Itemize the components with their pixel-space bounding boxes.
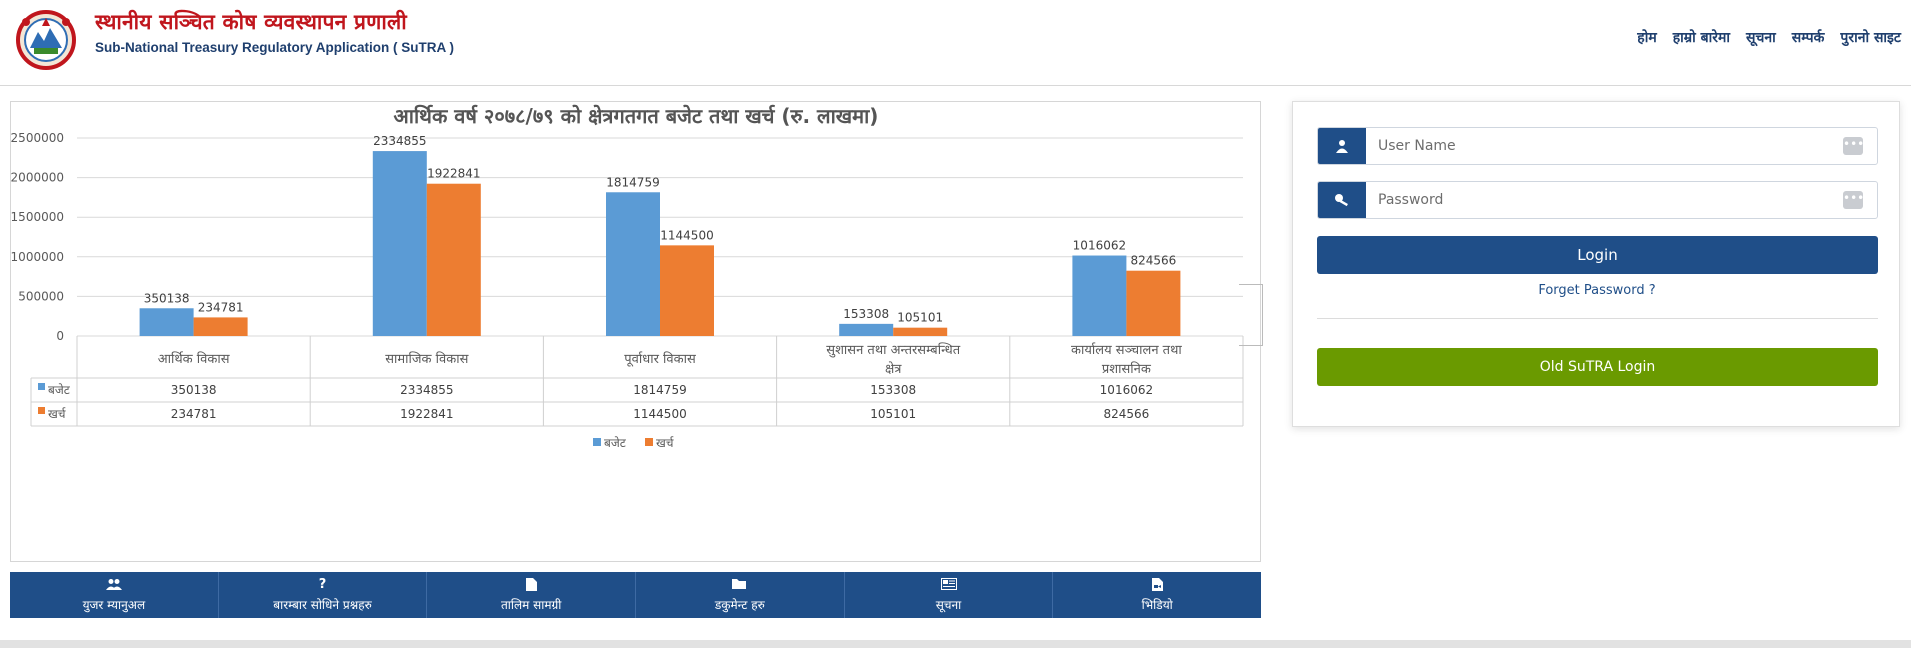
username-input[interactable] bbox=[1366, 128, 1843, 164]
password-input[interactable] bbox=[1366, 182, 1843, 218]
data-label: 153308 bbox=[843, 307, 889, 321]
main-nav: होम हाम्रो बारेमा सूचना सम्पर्क पुरानो स… bbox=[1637, 28, 1901, 47]
folder-icon bbox=[732, 578, 747, 594]
nav-home[interactable]: होम bbox=[1637, 30, 1657, 46]
forget-password-link[interactable]: Forget Password ? bbox=[1538, 283, 1656, 298]
nav-old-site[interactable]: पुरानो साइट bbox=[1840, 30, 1901, 46]
table-cell: 1814759 bbox=[633, 383, 686, 397]
autofill-icon[interactable]: ••• bbox=[1843, 137, 1864, 155]
bar-budget bbox=[372, 151, 427, 336]
quick-link-label: भिडियो bbox=[1141, 597, 1173, 612]
footer-strip bbox=[0, 640, 1911, 648]
quick-link-documents[interactable]: डकुमेन्ट हरु bbox=[636, 572, 845, 618]
category-label: आर्थिक विकास bbox=[158, 351, 230, 367]
bar-expense bbox=[660, 245, 714, 336]
category-label: प्रशासनिक bbox=[1102, 361, 1152, 377]
quick-link-label: डकुमेन्ट हरु bbox=[714, 597, 765, 612]
data-label: 1016062 bbox=[1073, 239, 1126, 253]
question-icon: ? bbox=[318, 576, 327, 592]
data-label: 105101 bbox=[897, 311, 943, 325]
quick-link-training[interactable]: तालिम सामग्री bbox=[427, 572, 637, 618]
y-tick-label: 500000 bbox=[18, 289, 64, 303]
bar-budget bbox=[1072, 255, 1127, 336]
nav-contact[interactable]: सम्पर्क bbox=[1791, 30, 1825, 46]
bar-budget bbox=[139, 308, 194, 336]
legend-key bbox=[645, 438, 653, 446]
budget-chart-panel: आर्थिक वर्ष २०७८/७९ को क्षेत्रगतगत बजेट … bbox=[10, 101, 1261, 562]
legend-label: खर्च bbox=[656, 436, 674, 450]
data-label: 234781 bbox=[198, 300, 244, 314]
y-tick-label: 1500000 bbox=[11, 210, 64, 224]
data-label: 1144500 bbox=[660, 228, 713, 242]
table-legend-key bbox=[38, 407, 45, 414]
quick-link-label: तालिम सामग्री bbox=[500, 597, 562, 612]
divider bbox=[1317, 318, 1878, 319]
chart-title: आर्थिक वर्ष २०७८/७९ को क्षेत्रगतगत बजेट … bbox=[394, 104, 879, 128]
data-label: 350138 bbox=[144, 291, 190, 305]
table-cell: 824566 bbox=[1103, 407, 1149, 421]
data-label: 1814759 bbox=[606, 175, 659, 189]
autofill-icon[interactable]: ••• bbox=[1843, 191, 1864, 209]
bar-expense bbox=[893, 327, 948, 336]
bar-budget bbox=[606, 192, 660, 336]
table-cell: 234781 bbox=[171, 407, 217, 421]
table-legend-key bbox=[38, 383, 45, 390]
username-group: ••• bbox=[1317, 127, 1878, 165]
table-cell: 153308 bbox=[870, 383, 916, 397]
data-label: 2334855 bbox=[373, 134, 426, 148]
legend-label: बजेट bbox=[604, 436, 627, 450]
table-cell: 1144500 bbox=[633, 407, 686, 421]
category-label: पूर्वाधार विकास bbox=[624, 351, 696, 367]
y-tick-label: 2000000 bbox=[11, 171, 64, 185]
category-label: कार्यालय सञ्चालन तथा bbox=[1071, 342, 1182, 358]
data-label: 1922841 bbox=[427, 167, 480, 181]
site-header: स्थानीय सञ्चित कोष व्यवस्थापन प्रणाली Su… bbox=[0, 0, 1911, 86]
video-file-icon bbox=[1151, 577, 1163, 594]
file-icon bbox=[525, 577, 537, 594]
app-title: स्थानीय सञ्चित कोष व्यवस्थापन प्रणाली bbox=[95, 10, 407, 34]
y-tick-label: 2500000 bbox=[11, 131, 64, 145]
newspaper-icon bbox=[940, 577, 957, 594]
quick-link-label: बारम्बार सोधिने प्रश्नहरु bbox=[273, 597, 372, 612]
y-tick-label: 1000000 bbox=[11, 250, 64, 264]
app-subtitle: Sub-National Treasury Regulatory Applica… bbox=[95, 40, 455, 55]
table-cell: 350138 bbox=[171, 383, 217, 397]
bar-expense bbox=[1126, 270, 1181, 336]
category-label: सुशासन तथा अन्तरसम्बन्धित bbox=[826, 342, 960, 358]
legend-key bbox=[593, 438, 601, 446]
users-icon bbox=[105, 578, 122, 594]
nav-notice[interactable]: सूचना bbox=[1746, 30, 1776, 46]
key-icon bbox=[1318, 182, 1366, 218]
quick-link-label: सूचना bbox=[935, 597, 962, 612]
budget-expense-chart: आर्थिक वर्ष २०७८/७९ को क्षेत्रगतगत बजेट … bbox=[11, 104, 1244, 450]
y-tick-label: 0 bbox=[56, 329, 64, 343]
table-cell: 2334855 bbox=[400, 383, 453, 397]
table-cell: 1922841 bbox=[400, 407, 453, 421]
user-icon bbox=[1318, 128, 1366, 164]
bar-budget bbox=[839, 323, 894, 336]
slider-handle[interactable] bbox=[1239, 284, 1263, 346]
quick-link-video[interactable]: भिडियो bbox=[1053, 572, 1261, 618]
bar-expense bbox=[426, 183, 481, 336]
quick-link-faq[interactable]: ? बारम्बार सोधिने प्रश्नहरु bbox=[219, 572, 428, 618]
table-cell: 105101 bbox=[870, 407, 916, 421]
login-card: ••• ••• Login Forget Password ? Old SuTR… bbox=[1292, 101, 1900, 427]
nav-about[interactable]: हाम्रो बारेमा bbox=[1672, 30, 1730, 46]
old-sutra-login-button[interactable]: Old SuTRA Login bbox=[1317, 348, 1878, 386]
quick-links-bar: युजर म्यानुअल ? बारम्बार सोधिने प्रश्नहर… bbox=[10, 572, 1261, 618]
nepal-emblem-logo[interactable] bbox=[12, 8, 80, 70]
quick-link-notice[interactable]: सूचना bbox=[845, 572, 1054, 618]
table-series-name: खर्च bbox=[48, 407, 66, 421]
quick-link-label: युजर म्यानुअल bbox=[82, 597, 146, 612]
data-label: 824566 bbox=[1130, 254, 1176, 268]
login-button[interactable]: Login bbox=[1317, 236, 1878, 274]
bar-expense bbox=[193, 317, 248, 336]
table-cell: 1016062 bbox=[1100, 383, 1153, 397]
quick-link-user-manual[interactable]: युजर म्यानुअल bbox=[10, 572, 219, 618]
table-series-name: बजेट bbox=[48, 383, 71, 397]
category-label: क्षेत्र bbox=[885, 361, 902, 377]
category-label: सामाजिक विकास bbox=[385, 351, 468, 367]
password-group: ••• bbox=[1317, 181, 1878, 219]
